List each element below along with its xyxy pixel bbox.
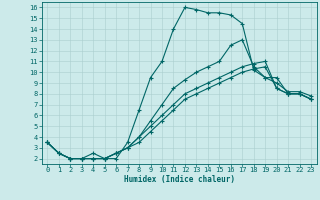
X-axis label: Humidex (Indice chaleur): Humidex (Indice chaleur)	[124, 175, 235, 184]
